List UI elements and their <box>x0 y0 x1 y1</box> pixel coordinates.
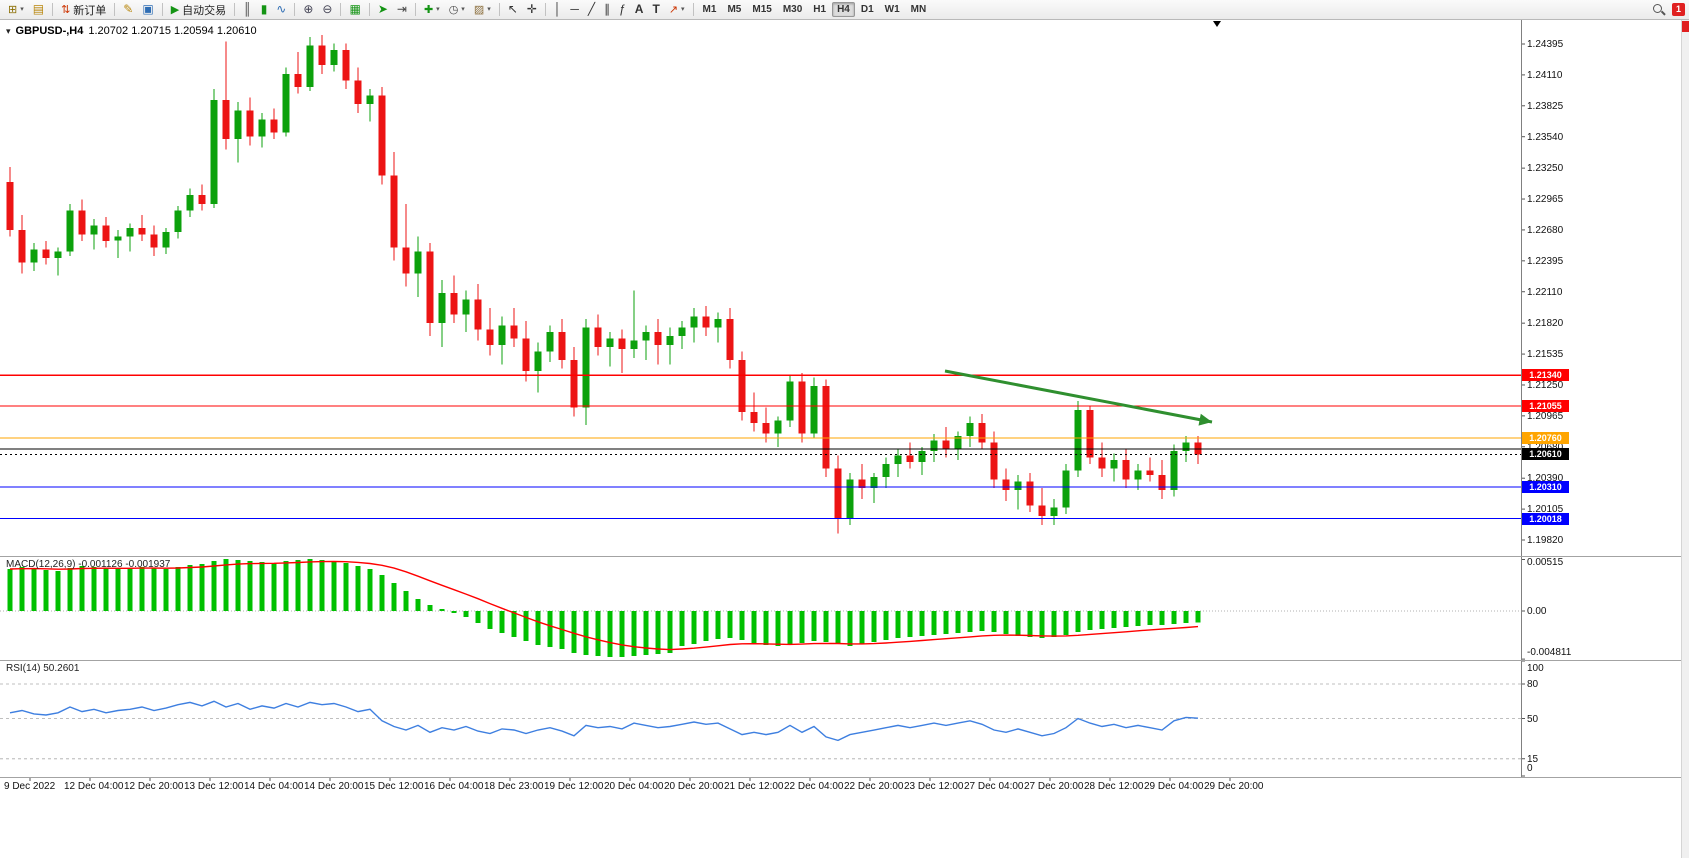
collapse-triangle-icon[interactable]: ▾ <box>6 25 11 36</box>
trend-arrow-head[interactable] <box>1198 413 1213 426</box>
panel-separator[interactable] <box>0 777 1689 778</box>
metaeditor-icon[interactable]: ✎ <box>119 1 137 18</box>
autotrading-label: 自动交易 <box>182 4 227 17</box>
candlestick-series <box>6 34 1202 534</box>
dropdown-caret-icon: ▾ <box>461 6 465 13</box>
auto-scroll-icon[interactable]: ➤ <box>374 1 392 18</box>
toolbar-separator <box>52 3 54 16</box>
price-line-label[interactable]: 1.21055 <box>1522 400 1569 412</box>
price-line-label[interactable]: 1.20760 <box>1522 432 1569 444</box>
templates-button[interactable]: ▨ ▾ <box>470 1 495 18</box>
macd-indicator-label: MACD(12,26,9) -0.001126 -0.001937 <box>6 559 171 570</box>
macd-histogram <box>7 559 1201 657</box>
right-scrollbar[interactable] <box>1681 20 1689 858</box>
trendline-icon[interactable]: ╱ <box>584 1 599 18</box>
toolbar-separator <box>544 3 546 16</box>
timeframe-m30[interactable]: M30 <box>782 4 803 15</box>
text-label-icon[interactable]: T <box>648 1 663 18</box>
cursor-icon[interactable]: ↖ <box>504 1 522 18</box>
chart-title: ▾ GBPUSD-,H4 1.20702 1.20715 1.20594 1.2… <box>6 25 257 37</box>
price-line-label[interactable]: 1.20610 <box>1522 448 1569 460</box>
chart-ohlc-values: 1.20702 1.20715 1.20594 1.20610 <box>88 25 257 37</box>
toolbar-separator <box>294 3 296 16</box>
toolbar-separator <box>368 3 370 16</box>
notification-badge[interactable]: 1 <box>1671 3 1685 16</box>
new-order-icon: ⇅ <box>61 4 71 16</box>
timeframe-h1[interactable]: H1 <box>813 4 827 15</box>
profiles-icon[interactable]: ▤ <box>29 1 48 18</box>
bar-chart-icon[interactable]: ║ <box>239 1 256 18</box>
arrows-icon: ↗ <box>668 4 679 16</box>
panel-separator[interactable] <box>0 556 1689 557</box>
periods-icon: ◷ <box>448 4 459 16</box>
timeframe-m5[interactable]: M5 <box>727 4 742 15</box>
timeframe-m1[interactable]: M1 <box>702 4 717 15</box>
crosshair-icon[interactable]: ✛ <box>523 1 541 18</box>
templates-icon: ▨ <box>473 4 485 16</box>
price-line-label[interactable]: 1.20018 <box>1522 513 1569 525</box>
rsi-line <box>9 700 1199 742</box>
price-axis-border <box>1521 20 1522 778</box>
scrollbar-marker[interactable] <box>1682 21 1689 32</box>
timeframe-h4[interactable]: H4 <box>832 2 855 17</box>
chart-symbol-period: GBPUSD-,H4 <box>15 25 84 37</box>
indicators-icon: ✚ <box>423 4 434 16</box>
autotrading-icon: ▶ <box>170 4 180 16</box>
price-line-label[interactable]: 1.21340 <box>1522 369 1569 381</box>
horizontal-lines[interactable] <box>0 374 1521 520</box>
arrows-button[interactable]: ↗ ▾ <box>665 1 689 18</box>
timeframe-mn[interactable]: MN <box>910 4 927 15</box>
fibonacci-icon[interactable]: ƒ <box>615 1 630 18</box>
chart-shift-marker[interactable] <box>1213 21 1221 27</box>
toolbar-separator <box>114 3 116 16</box>
new-chart-icon: ⊞ <box>8 4 18 16</box>
tile-windows-icon[interactable]: ▦ <box>345 1 364 18</box>
panel-separator[interactable] <box>0 660 1689 661</box>
line-chart-icon[interactable]: ∿ <box>272 1 290 18</box>
price-line-label[interactable]: 1.20310 <box>1522 481 1569 493</box>
text-icon[interactable]: A <box>631 1 648 18</box>
candle-chart-icon[interactable]: ▮ <box>257 1 272 18</box>
dropdown-caret-icon: ▾ <box>436 6 440 13</box>
vertical-line-icon[interactable]: │ <box>550 1 566 18</box>
toolbar-separator <box>340 3 342 16</box>
timeframe-w1[interactable]: W1 <box>884 4 900 15</box>
toolbar-separator <box>234 3 236 16</box>
zoom-out-icon[interactable]: ⊖ <box>318 1 336 18</box>
trend-arrow-line[interactable] <box>944 369 1213 424</box>
timeframe-m15[interactable]: M15 <box>752 4 772 15</box>
indicators-button[interactable]: ✚ ▾ <box>420 1 444 18</box>
new-order-button[interactable]: ⇅ 新订单 <box>57 1 110 18</box>
dropdown-caret-icon: ▾ <box>681 6 685 13</box>
terminal-icon[interactable]: ▣ <box>138 1 157 18</box>
new-order-label: 新订单 <box>73 4 107 17</box>
dropdown-caret-icon: ▾ <box>487 6 491 13</box>
macd-signal-line <box>9 560 1199 651</box>
periods-button[interactable]: ◷ ▾ <box>445 1 469 18</box>
new-chart-button[interactable]: ⊞ ▾ <box>4 1 28 18</box>
toolbar-separator <box>161 3 163 16</box>
main-toolbar: ⊞ ▾ ▤ ⇅ 新订单 ✎ ▣ ▶ 自动交易 ║ ▮ ∿ ⊕ ⊖ ▦ ➤ ⇥ ✚… <box>0 0 1689 20</box>
horizontal-line-icon[interactable]: ─ <box>566 1 583 18</box>
autotrading-button[interactable]: ▶ 自动交易 <box>167 1 230 18</box>
zoom-in-icon[interactable]: ⊕ <box>299 1 317 18</box>
toolbar-separator <box>498 3 500 16</box>
channel-icon[interactable]: ∥ <box>600 1 614 18</box>
toolbar-separator <box>414 3 416 16</box>
timeframe-d1[interactable]: D1 <box>860 4 874 15</box>
chart-shift-icon[interactable]: ⇥ <box>393 1 411 18</box>
search-icon[interactable] <box>1652 3 1666 17</box>
rsi-indicator-label: RSI(14) 50.2601 <box>6 663 80 674</box>
toolbar-separator <box>692 3 694 16</box>
dropdown-caret-icon: ▾ <box>20 6 24 13</box>
